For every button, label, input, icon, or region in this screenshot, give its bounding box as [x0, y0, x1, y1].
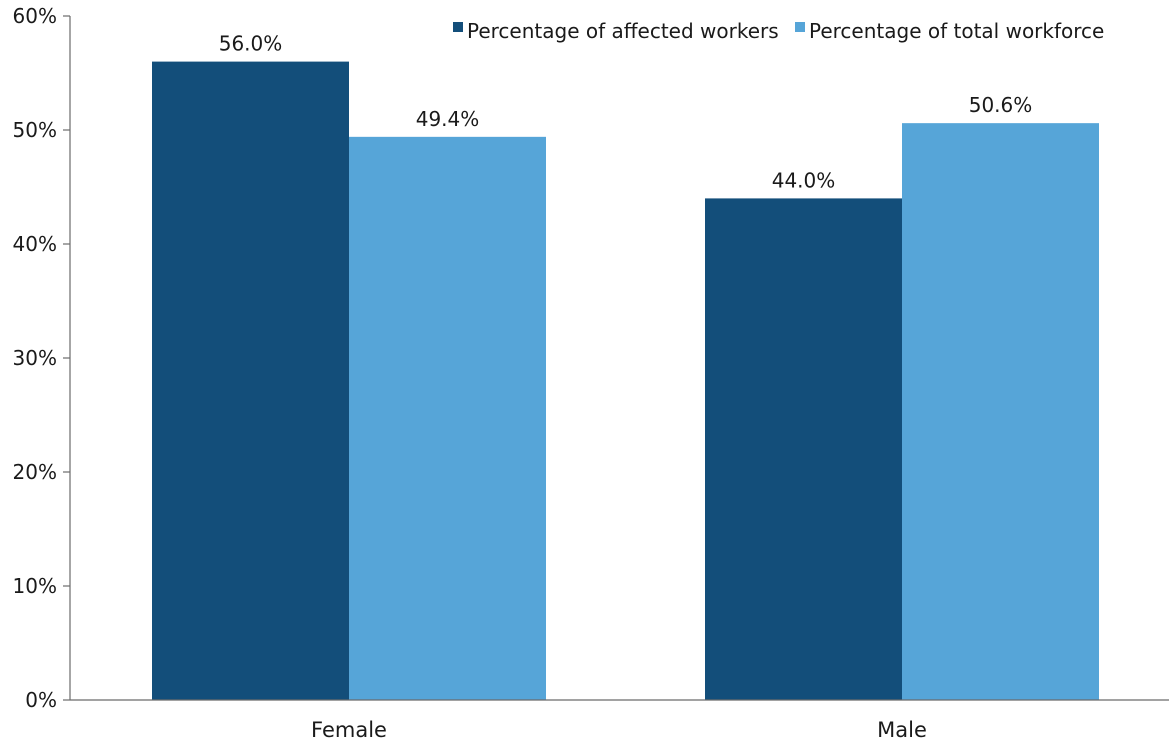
y-tick-label: 0% — [25, 688, 57, 712]
legend: Percentage of affected workers Percentage… — [453, 19, 1104, 43]
y-tick-label: 60% — [13, 4, 57, 28]
legend-label: Percentage of total workforce — [809, 19, 1104, 43]
bars — [152, 62, 1099, 700]
bar-male-series-1 — [705, 198, 902, 700]
x-axis-category-labels: Female Male — [311, 718, 927, 742]
y-tick-label: 40% — [13, 232, 57, 256]
y-tick-label: 20% — [13, 460, 57, 484]
x-category-label: Male — [877, 718, 927, 742]
x-category-label: Female — [311, 718, 387, 742]
data-label-male-series-1: 44.0% — [772, 168, 836, 192]
legend-label: Percentage of affected workers — [467, 19, 779, 43]
data-label-male-series-2: 50.6% — [969, 93, 1033, 117]
y-axis-ticks: 0% 10% 20% 30% 40% 50% 60% — [13, 4, 70, 712]
bar-female-series-2 — [349, 137, 546, 700]
data-label-female-series-2: 49.4% — [416, 107, 480, 131]
y-tick-label: 10% — [13, 574, 57, 598]
y-tick-label: 50% — [13, 118, 57, 142]
bar-male-series-2 — [902, 123, 1099, 700]
legend-swatch — [795, 22, 805, 32]
y-tick-label: 30% — [13, 346, 57, 370]
bar-female-series-1 — [152, 62, 349, 700]
data-label-female-series-1: 56.0% — [219, 32, 283, 56]
legend-swatch — [453, 22, 463, 32]
